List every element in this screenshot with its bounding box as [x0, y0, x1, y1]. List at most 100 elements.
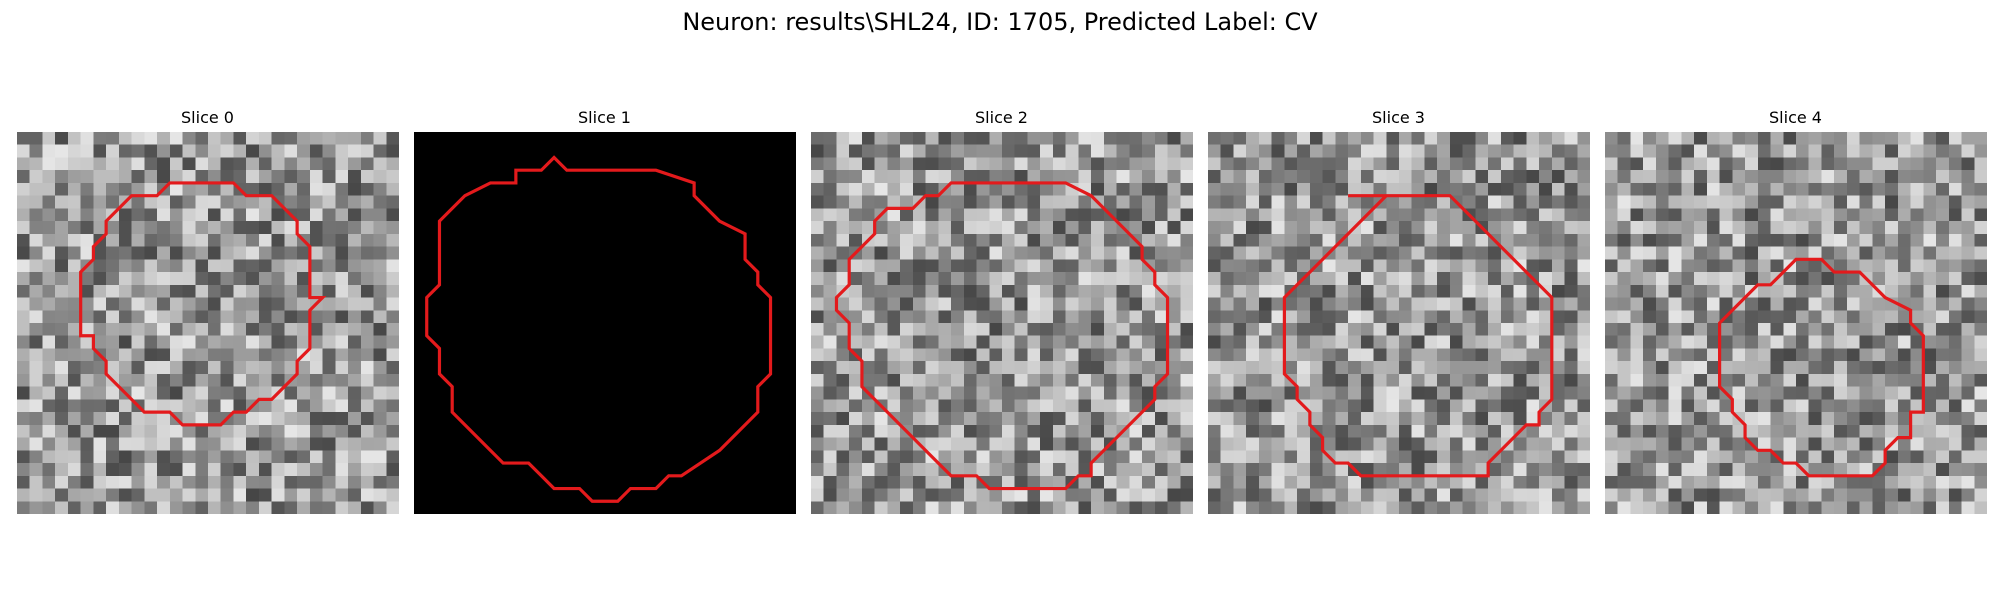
pixel: [1322, 373, 1336, 387]
pixel: [347, 182, 361, 196]
pixel: [1283, 348, 1297, 362]
pixel: [1128, 488, 1142, 502]
pixel: [1334, 386, 1348, 400]
pixel: [861, 475, 875, 489]
pixel: [861, 437, 875, 451]
pixel: [912, 501, 926, 514]
pixel: [963, 272, 977, 286]
pixel: [1706, 412, 1720, 426]
pixel: [1668, 399, 1682, 413]
pixel: [1719, 450, 1733, 464]
pixel: [1871, 144, 1885, 158]
pixel: [1449, 450, 1463, 464]
pixel: [1309, 246, 1323, 260]
pixel: [207, 323, 221, 336]
pixel: [309, 335, 323, 349]
pixel: [1090, 348, 1104, 362]
pixel: [1564, 284, 1578, 298]
pixel: [207, 475, 221, 489]
pixel: [1296, 488, 1310, 502]
pixel: [835, 501, 849, 514]
pixel: [1141, 310, 1155, 324]
pixel: [1065, 195, 1079, 209]
pixel: [1014, 335, 1028, 349]
pixel: [1322, 463, 1336, 477]
pixel: [1680, 373, 1694, 387]
pixel: [1347, 450, 1361, 464]
pixel: [1423, 373, 1437, 387]
pixel: [1731, 284, 1745, 298]
pixel: [1039, 272, 1053, 286]
pixel: [1474, 310, 1488, 324]
pixel: [963, 170, 977, 184]
pixel: [874, 463, 888, 477]
pixel: [1604, 412, 1618, 426]
pixel: [1910, 450, 1924, 464]
pixel: [80, 501, 94, 514]
pixel: [1309, 373, 1323, 387]
pixel: [848, 323, 862, 336]
pixel: [1576, 323, 1590, 336]
pixel: [1258, 373, 1272, 387]
pixel: [143, 488, 157, 502]
pixel: [1065, 373, 1079, 387]
pixel: [1629, 297, 1643, 311]
pixel: [334, 323, 348, 336]
pixel: [322, 361, 336, 375]
pixel: [1935, 488, 1949, 502]
pixel: [1948, 488, 1962, 502]
pixel: [1436, 399, 1450, 413]
pixel: [1065, 233, 1079, 247]
pixel: [1948, 437, 1962, 451]
pixel: [1039, 157, 1053, 171]
pixel: [1077, 437, 1091, 451]
pixel: [1103, 335, 1117, 349]
pixel: [835, 208, 849, 222]
pixel: [373, 310, 387, 324]
pixel: [1347, 170, 1361, 184]
pixel: [1014, 463, 1028, 477]
pixel: [1655, 437, 1669, 451]
pixel: [1065, 348, 1079, 362]
pixel: [1014, 501, 1028, 514]
pixel: [322, 437, 336, 451]
pixel: [874, 246, 888, 260]
pixel: [54, 424, 68, 438]
pixel: [1859, 475, 1873, 489]
pixel: [1538, 144, 1552, 158]
pixel: [848, 450, 862, 464]
pixel: [1296, 208, 1310, 222]
pixel: [810, 132, 824, 145]
pixel: [271, 424, 285, 438]
pixel: [283, 450, 297, 464]
pixel: [823, 501, 837, 514]
pixel: [1271, 259, 1285, 273]
pixel: [1116, 259, 1130, 273]
pixel: [1474, 488, 1488, 502]
pixel: [1398, 463, 1412, 477]
pixel: [1859, 310, 1873, 324]
pixel: [1973, 424, 1987, 438]
pixel: [67, 221, 81, 235]
pixel: [988, 361, 1002, 375]
pixel: [1116, 272, 1130, 286]
pixel: [1487, 310, 1501, 324]
pixel: [1910, 272, 1924, 286]
pixel: [347, 310, 361, 324]
pixel: [1245, 297, 1259, 311]
pixel: [1782, 463, 1796, 477]
pixel: [1757, 437, 1771, 451]
pixel: [835, 450, 849, 464]
pixel: [1014, 297, 1028, 311]
pixel: [1910, 386, 1924, 400]
pixel: [29, 386, 43, 400]
pixel: [283, 437, 297, 451]
pixel: [169, 310, 183, 324]
pixel: [912, 233, 926, 247]
pixel: [1423, 412, 1437, 426]
pixel: [1973, 323, 1987, 336]
pixel: [1296, 144, 1310, 158]
pixel: [1795, 233, 1809, 247]
pixel: [1220, 348, 1234, 362]
pixel: [1462, 437, 1476, 451]
